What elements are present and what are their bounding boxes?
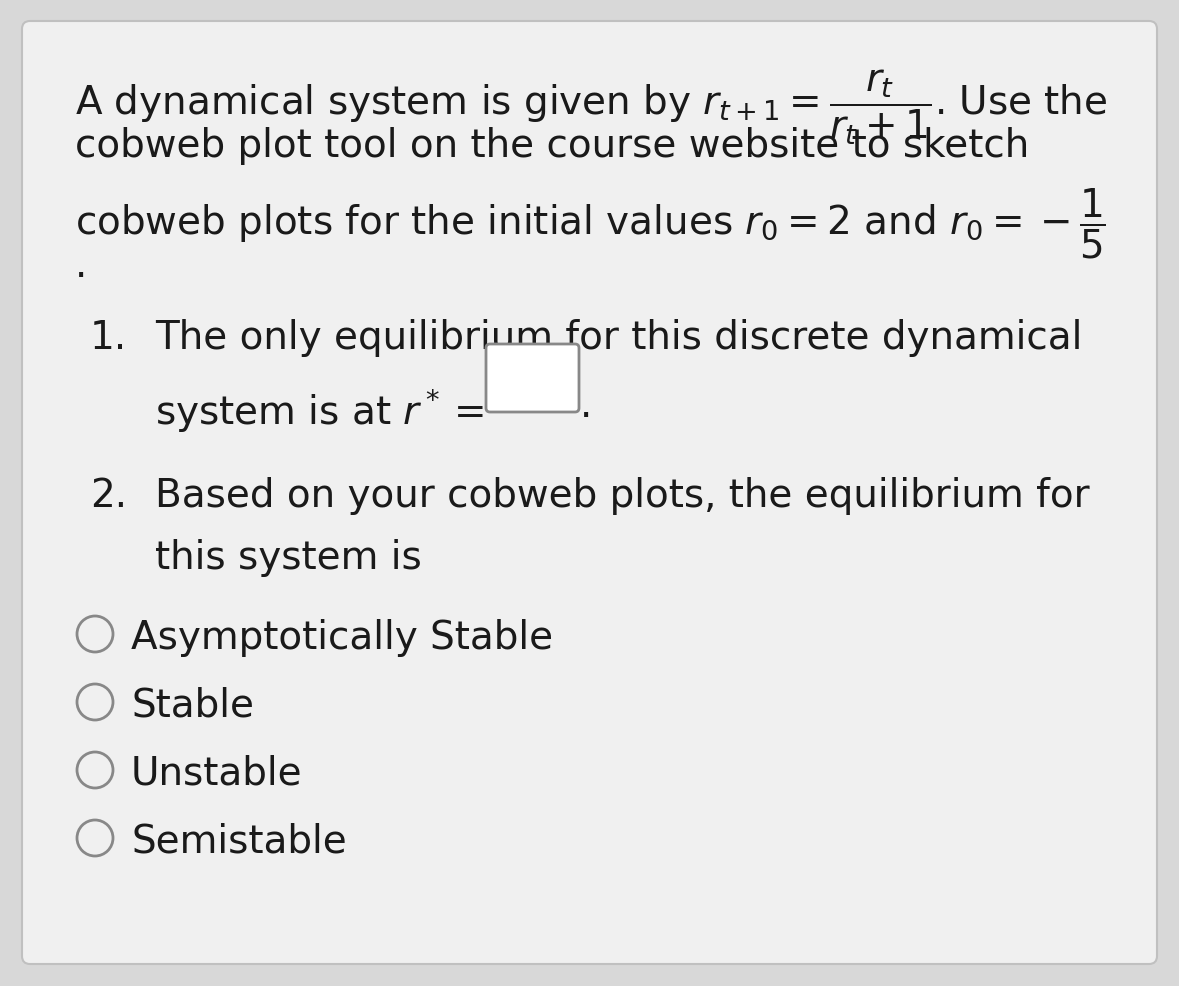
Text: .: . bbox=[75, 246, 87, 285]
Circle shape bbox=[77, 820, 113, 856]
Text: Unstable: Unstable bbox=[131, 754, 303, 792]
Circle shape bbox=[77, 684, 113, 720]
Text: Semistable: Semistable bbox=[131, 822, 347, 860]
FancyBboxPatch shape bbox=[22, 22, 1157, 964]
Circle shape bbox=[77, 752, 113, 788]
Text: Asymptotically Stable: Asymptotically Stable bbox=[131, 618, 553, 657]
Text: 1.: 1. bbox=[90, 318, 127, 357]
Text: this system is: this system is bbox=[154, 538, 422, 577]
Text: .: . bbox=[580, 387, 592, 425]
Text: cobweb plot tool on the course website to sketch: cobweb plot tool on the course website t… bbox=[75, 127, 1029, 165]
Text: cobweb plots for the initial values $r_0 = 2$ and $r_0 = -\dfrac{1}{5}$: cobweb plots for the initial values $r_0… bbox=[75, 186, 1106, 261]
Text: The only equilibrium for this discrete dynamical: The only equilibrium for this discrete d… bbox=[154, 318, 1082, 357]
Text: 2.: 2. bbox=[90, 476, 127, 515]
Text: system is at $r^* =$: system is at $r^* =$ bbox=[154, 387, 483, 434]
Circle shape bbox=[77, 616, 113, 653]
Text: A dynamical system is given by $r_{t+1} = \dfrac{r_t}{r_t+1}$. Use the: A dynamical system is given by $r_{t+1} … bbox=[75, 67, 1107, 147]
FancyBboxPatch shape bbox=[486, 345, 579, 412]
Text: Based on your cobweb plots, the equilibrium for: Based on your cobweb plots, the equilibr… bbox=[154, 476, 1089, 515]
Text: Stable: Stable bbox=[131, 686, 253, 725]
